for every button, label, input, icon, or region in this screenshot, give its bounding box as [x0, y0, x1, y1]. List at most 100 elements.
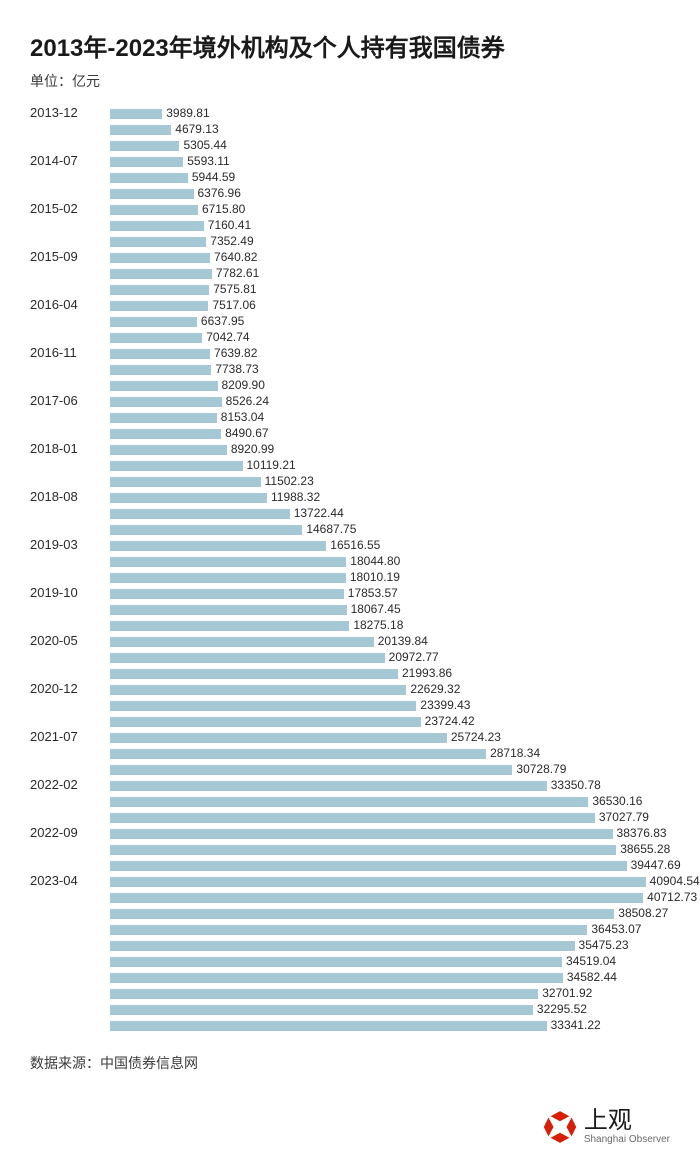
y-axis-label: 2023-04 [30, 873, 102, 888]
chart-bar [110, 717, 421, 727]
bar-value-label: 7640.82 [214, 250, 257, 264]
bar-value-label: 11502.23 [265, 474, 314, 488]
bar-value-label: 8209.90 [222, 378, 265, 392]
bar-value-label: 36530.16 [592, 794, 642, 808]
chart-bar [110, 557, 346, 567]
chart-bar [110, 333, 202, 343]
chart-bar [110, 125, 171, 135]
chart-bar [110, 541, 326, 551]
chart-bar [110, 669, 398, 679]
chart-bar [110, 925, 587, 935]
chart-bar [110, 205, 198, 215]
y-axis-label: 2015-09 [30, 249, 102, 264]
chart-bar [110, 893, 643, 903]
chart-bar [110, 253, 210, 263]
bar-value-label: 7639.82 [214, 346, 257, 360]
chart-bar [110, 765, 512, 775]
y-axis-label: 2016-11 [30, 345, 102, 360]
brand-name-en: Shanghai Observer [584, 1135, 670, 1145]
chart-title: 2013年-2023年境外机构及个人持有我国债券 [30, 28, 670, 63]
bar-value-label: 32295.52 [537, 1002, 587, 1016]
chart-bar [110, 589, 344, 599]
bar-value-label: 8153.04 [221, 410, 264, 424]
chart-bar [110, 877, 646, 887]
bar-value-label: 18010.19 [350, 570, 400, 584]
bar-value-label: 39447.69 [631, 858, 681, 872]
bar-value-label: 3989.81 [166, 106, 209, 120]
bar-value-label: 5305.44 [183, 138, 226, 152]
bar-value-label: 33341.22 [551, 1018, 601, 1032]
bar-value-label: 8920.99 [231, 442, 274, 456]
chart-bar [110, 685, 406, 695]
bar-value-label: 7042.74 [206, 330, 249, 344]
bar-value-label: 8490.67 [225, 426, 268, 440]
y-axis-label: 2022-09 [30, 825, 102, 840]
bar-value-label: 5944.59 [192, 170, 235, 184]
bar-value-label: 38376.83 [617, 826, 667, 840]
chart-bar [110, 173, 188, 183]
chart-bar [110, 941, 575, 951]
chart-bar [110, 861, 627, 871]
brand: 上观 Shanghai Observer [542, 1109, 670, 1145]
bar-value-label: 33350.78 [551, 778, 601, 792]
chart-bar [110, 653, 385, 663]
chart-bar [110, 157, 183, 167]
y-axis-label: 2019-10 [30, 585, 102, 600]
chart-unit: 单位：亿元 [30, 71, 670, 91]
y-axis-label: 2018-01 [30, 441, 102, 456]
bar-value-label: 5593.11 [187, 154, 230, 168]
brand-name-cn: 上观 [584, 1109, 670, 1133]
bar-value-label: 25724.23 [451, 730, 501, 744]
bar-value-label: 18044.80 [350, 554, 400, 568]
bar-value-label: 7517.06 [212, 298, 255, 312]
bar-value-label: 30728.79 [516, 762, 566, 776]
chart-bar [110, 701, 416, 711]
bar-value-label: 10119.21 [247, 458, 296, 472]
chart-bar [110, 973, 563, 983]
chart-bar [110, 781, 547, 791]
brand-logo-icon [542, 1109, 578, 1145]
y-axis-label: 2018-08 [30, 489, 102, 504]
bar-value-label: 34519.04 [566, 954, 616, 968]
chart-bar [110, 909, 614, 919]
bar-value-label: 38655.28 [620, 842, 670, 856]
y-axis-label: 2013-12 [30, 105, 102, 120]
y-axis-label: 2016-04 [30, 297, 102, 312]
bar-value-label: 13722.44 [294, 506, 344, 520]
bar-value-label: 11988.32 [271, 490, 320, 504]
chart-bar [110, 365, 211, 375]
chart-bar [110, 413, 217, 423]
bar-value-label: 35475.23 [579, 938, 629, 952]
chart-bar [110, 509, 290, 519]
bar-value-label: 6637.95 [201, 314, 244, 328]
bar-value-label: 18067.45 [351, 602, 401, 616]
chart-bar [110, 525, 302, 535]
y-axis-label: 2017-06 [30, 393, 102, 408]
y-axis-label: 2020-12 [30, 681, 102, 696]
bar-value-label: 4679.13 [175, 122, 218, 136]
y-axis-label: 2015-02 [30, 201, 102, 216]
bar-value-label: 18275.18 [353, 618, 403, 632]
page: 2013年-2023年境外机构及个人持有我国债券 单位：亿元 2013-12 39… [0, 0, 700, 1167]
bar-value-label: 16516.55 [330, 538, 380, 552]
bar-value-label: 22629.32 [410, 682, 460, 696]
bar-value-label: 28718.34 [490, 746, 540, 760]
chart-bar [110, 797, 588, 807]
chart-bar [110, 189, 194, 199]
chart-bar [110, 605, 347, 615]
brand-text: 上观 Shanghai Observer [584, 1109, 670, 1145]
y-axis-label: 2021-07 [30, 729, 102, 744]
chart-bar [110, 957, 562, 967]
bar-value-label: 40712.73 [647, 890, 697, 904]
bar-value-label: 6376.96 [198, 186, 241, 200]
bar-value-label: 17853.57 [348, 586, 398, 600]
chart-bar [110, 813, 595, 823]
bar-value-label: 37027.79 [599, 810, 649, 824]
y-axis-label: 2019-03 [30, 537, 102, 552]
chart-bar [110, 749, 486, 759]
bar-value-label: 7575.81 [213, 282, 256, 296]
chart-bar [110, 301, 208, 311]
chart-bar [110, 621, 349, 631]
bar-value-label: 7352.49 [210, 234, 253, 248]
chart-bar [110, 429, 221, 439]
